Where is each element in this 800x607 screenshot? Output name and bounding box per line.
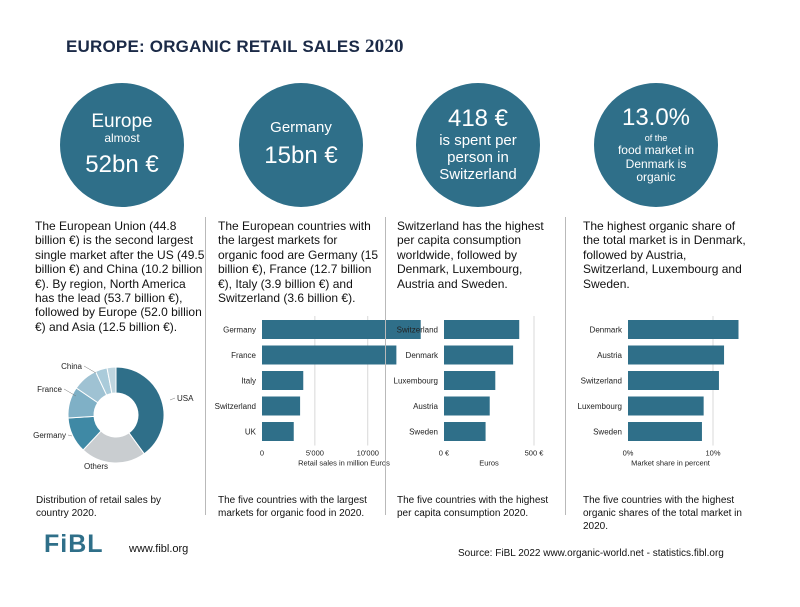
source-note: Source: FiBL 2022 www.organic-world.net … (458, 548, 724, 559)
bar-germany (262, 320, 421, 339)
pie-leader-china (83, 365, 97, 374)
switzerland-circle-value: 418 € (447, 105, 509, 133)
bar-label-france: France (231, 351, 256, 360)
bar-label-germany: Germany (223, 326, 256, 335)
bar-label-uk: UK (245, 428, 257, 437)
bar-france (262, 345, 397, 365)
switzerland-circle: 418 € is spent per person in Switzerland (416, 83, 540, 207)
website-link[interactable]: www.fibl.org (129, 543, 189, 555)
bar-switzerland (262, 396, 301, 416)
bar-austria (444, 396, 490, 416)
column-denmark: 13.0% of the food market in Denmark is o… (0, 0, 746, 607)
column-europe: Europe almost 52bn € The European Union … (0, 0, 204, 607)
fibl-logo: FiBL (44, 530, 104, 558)
bar-switzerland (628, 371, 719, 390)
bar-label-switzerland: Switzerland (215, 402, 256, 411)
bar-luxembourg (444, 371, 496, 390)
x-tick-2-500: 500 € (525, 449, 545, 458)
x-tick-3-10: 10% (705, 449, 720, 458)
pie-label-china: China (61, 362, 82, 371)
x-tick-3-0: 0% (623, 449, 634, 458)
bar-uk (262, 422, 294, 441)
x-axis-label-1: Retail sales in million Euros (298, 459, 390, 468)
europe-circle: Europe almost 52bn € (60, 83, 184, 207)
title-text: EUROPE: ORGANIC RETAIL SALES (66, 37, 360, 56)
bar-luxembourg (628, 396, 704, 416)
bar-chart-share: Denmark Austria Switzerland Luxembourg Swede… (578, 316, 739, 468)
x-tick-1-5000: 5'000 (306, 449, 324, 458)
bar-denmark (444, 345, 514, 365)
pie-label-others: Others (84, 462, 108, 471)
column-switzerland: 418 € is spent per person in Switzerland… (0, 0, 548, 607)
x-axis-label-3: Market share in percent (631, 459, 711, 468)
x-tick-1-10000: 10'000 (357, 449, 379, 458)
pie-slice-other-2 (106, 366, 117, 394)
x-tick-2-0: 0 € (439, 449, 450, 458)
bar-denmark (628, 320, 739, 339)
bar-label-luxembourg: Luxembourg (394, 377, 438, 386)
bar-sweden (628, 422, 702, 441)
title-year: 2020 (364, 36, 404, 57)
divider-2 (385, 217, 386, 515)
europe-description: The European Union (44.8 billion €) is t… (35, 219, 205, 334)
bar-sweden (444, 422, 486, 441)
pie-leader-germany (67, 434, 73, 437)
denmark-circle-line4: Denmark is (625, 156, 687, 171)
pie-slice-usa (115, 366, 165, 455)
switzerland-circle-line4: Switzerland (439, 165, 517, 183)
pie-label-usa: USA (177, 394, 194, 403)
denmark-circle: 13.0% of the food market in Denmark is o… (594, 83, 718, 207)
denmark-circle-value: 13.0% (621, 104, 691, 132)
denmark-circle-line2: of the (644, 133, 668, 144)
bar-label-sweden: Sweden (409, 428, 438, 437)
bar-label-luxembourg: Luxembourg (578, 402, 622, 411)
germany-circle-value: 15bn € (264, 141, 338, 169)
pie-leader-france (63, 388, 77, 397)
bar-chart-markets: Germany France Italy Switzerland UK 0 5'000 10'… (215, 316, 421, 468)
bar-chart-per-capita: Switzerland Denmark Luxembourg Austria Swede… (394, 316, 545, 468)
pie-leader-usa (169, 397, 176, 401)
germany-caption: The five countries with the largest mark… (218, 495, 367, 519)
x-axis-label-2: Euros (479, 459, 499, 468)
pie-label-germany: Germany (33, 431, 66, 440)
bar-label-denmark: Denmark (406, 351, 439, 360)
germany-circle-title: Germany (270, 119, 332, 137)
bar-austria (628, 345, 725, 365)
divider-3 (565, 217, 566, 515)
divider-1 (205, 217, 206, 515)
switzerland-description: Switzerland has the highest per capita c… (397, 219, 544, 291)
bar-label-austria: Austria (597, 351, 622, 360)
germany-circle: Germany 15bn € (239, 83, 363, 207)
europe-caption: Distribution of retail sales by country … (36, 495, 162, 519)
bar-label-sweden: Sweden (593, 428, 622, 437)
europe-circle-value: 52bn € (85, 150, 159, 178)
denmark-circle-line3: food market in (617, 143, 695, 158)
europe-circle-title: Europe (91, 111, 153, 133)
europe-circle-almost: almost (104, 131, 140, 146)
pie-label-france: France (37, 385, 62, 394)
bar-switzerland (444, 320, 520, 339)
switzerland-circle-line3: person in (447, 149, 509, 167)
bar-label-switzerland: Switzerland (581, 377, 622, 386)
bar-label-denmark: Denmark (590, 326, 623, 335)
switzerland-caption: The five countries with the highest per … (397, 495, 549, 519)
germany-description: The European countries with the largest … (218, 219, 379, 305)
x-tick-1-0: 0 (260, 449, 264, 458)
column-germany: Germany 15bn € The European countries wi… (0, 0, 421, 607)
denmark-description: The highest organic share of the total m… (583, 219, 746, 291)
bar-italy (262, 371, 304, 390)
page-title: EUROPE: ORGANIC RETAIL SALES 2020 (66, 36, 404, 58)
bar-label-italy: Italy (241, 377, 256, 386)
bar-label-austria: Austria (413, 402, 438, 411)
denmark-caption: The five countries with the highest orga… (583, 495, 742, 532)
bar-label-switzerland: Switzerland (397, 326, 438, 335)
pie-chart: USA Others Germany France China (33, 362, 194, 471)
denmark-circle-line5: organic (636, 170, 676, 185)
switzerland-circle-line2: is spent per (439, 132, 517, 150)
